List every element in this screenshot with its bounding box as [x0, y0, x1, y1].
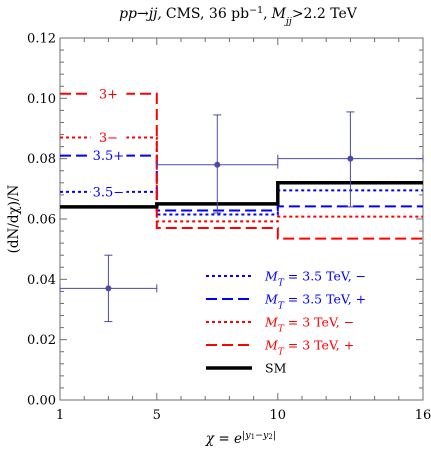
y-tick-label: 0.08: [27, 152, 56, 167]
annotation-label: 3+: [99, 87, 118, 102]
data-point-marker: [105, 285, 112, 292]
annotation-label: 3.5−: [93, 185, 125, 200]
chart-title-text: pp→jj, CMS, 36 pb−1, Mjj>2.2 TeV: [119, 5, 358, 27]
annotation-label: 3.5+: [93, 149, 125, 164]
annotation-background: [90, 129, 127, 145]
legend-label-sm: SM: [265, 361, 287, 376]
y-tick-label: 0.12: [27, 32, 56, 47]
legend-label-mt35m: MT = 3.5 TeV, −: [264, 269, 366, 289]
series-line-mt35m: [60, 189, 423, 216]
series-line-mt3m: [60, 136, 423, 223]
data-point-marker: [347, 155, 354, 162]
axis-ticks: 0.00 0.02 0.04 0.06 0.08 0.10 0.12 1 5 10 16: [27, 32, 431, 424]
y-tick-label: 0.06: [27, 213, 56, 228]
annotation-background: [90, 85, 127, 101]
series-line-mt3p: [60, 92, 423, 240]
legend-label-mt35p: MT = 3.5 TeV, +: [264, 292, 366, 312]
data-points-layer: [59, 111, 424, 323]
legend: MT = 3.5 TeV, − MT = 3.5 TeV, + MT = 3 TeV…: [206, 269, 366, 376]
y-tick-label: 0.04: [27, 273, 56, 288]
annotation-background: [90, 147, 127, 163]
x-tick-label: 1: [56, 408, 64, 423]
x-tick-label: 5: [153, 408, 161, 423]
x-axis-label: χ = e|y1−y2|: [205, 430, 276, 448]
y-tick-label: 0.02: [27, 333, 56, 348]
series-layer: [60, 92, 423, 240]
y-tick-label: 0.10: [27, 92, 56, 107]
legend-label-mt3p: MT = 3 TeV, +: [264, 338, 354, 358]
annotation-label: 3−: [99, 131, 118, 146]
y-axis-label: (dN/dχ)/N: [6, 184, 22, 253]
annotation-background: [90, 183, 127, 199]
annotation-layer: 3+ 3− 3.5+ 3.5−: [90, 85, 127, 200]
x-tick-label: 16: [415, 408, 431, 423]
data-point-marker: [214, 161, 221, 168]
y-tick-label: 0.00: [27, 394, 56, 409]
chart-title: pp→jj, CMS, 36 pb−1, Mjj>2.2 TeV: [119, 5, 358, 27]
x-tick-label: 10: [270, 408, 287, 423]
legend-label-mt3m: MT = 3 TeV, −: [264, 315, 354, 335]
